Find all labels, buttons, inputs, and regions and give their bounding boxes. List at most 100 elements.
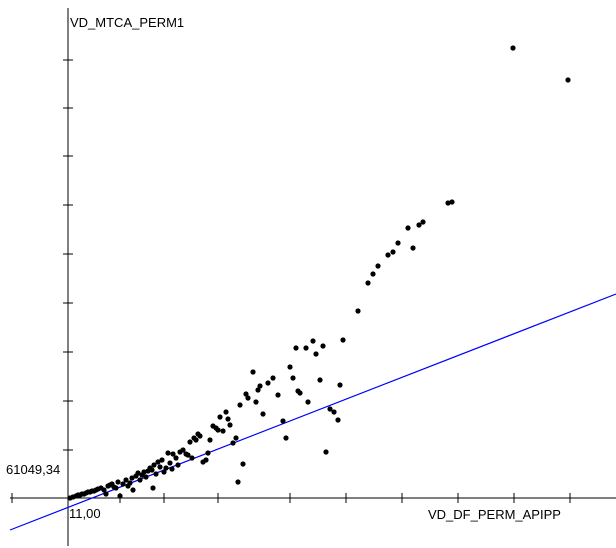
data-point [217, 414, 223, 420]
data-point [290, 375, 296, 381]
data-point [313, 351, 319, 357]
data-point [207, 437, 213, 443]
data-point [327, 406, 333, 412]
data-point [257, 383, 263, 389]
data-point [223, 409, 229, 415]
data-point [155, 459, 161, 465]
data-point [187, 439, 193, 445]
regression-line-group [9, 293, 616, 531]
data-point [335, 417, 341, 423]
data-point [153, 471, 159, 477]
data-point [420, 219, 426, 225]
data-point [115, 479, 121, 485]
data-point [233, 435, 239, 441]
data-point [305, 399, 311, 405]
axes [10, 8, 616, 546]
data-point [297, 390, 303, 396]
data-point [141, 469, 147, 475]
data-point [303, 345, 309, 351]
data-point [220, 428, 226, 434]
data-point [565, 77, 571, 83]
data-point [175, 462, 181, 468]
data-point [317, 377, 323, 383]
data-point [337, 382, 343, 388]
y-axis-label: VD_MTCA_PERM1 [70, 15, 185, 30]
data-point [120, 481, 126, 487]
x-origin-label: 11,00 [69, 506, 101, 521]
data-point [235, 479, 241, 485]
data-point [410, 245, 416, 251]
data-point [250, 369, 256, 375]
data-point [150, 485, 156, 491]
data-point [103, 491, 109, 497]
data-point [227, 422, 233, 428]
data-point [117, 493, 123, 499]
data-point [127, 480, 133, 486]
data-point [170, 451, 176, 457]
data-point [395, 240, 401, 246]
data-point [203, 457, 209, 463]
x-axis-label: VD_DF_PERM_APIPP [428, 507, 561, 522]
data-point [159, 457, 165, 463]
data-point [180, 447, 186, 453]
data-point [449, 199, 455, 205]
data-point [323, 449, 329, 455]
data-point [270, 375, 276, 381]
data-point [310, 338, 316, 344]
data-point [149, 467, 155, 473]
data-point [331, 409, 337, 415]
data-point [253, 399, 259, 405]
data-point [230, 440, 236, 446]
data-point [445, 200, 451, 206]
data-point [355, 308, 361, 314]
data-point [260, 411, 266, 417]
data-point [143, 474, 149, 480]
data-points [67, 45, 571, 501]
data-point [101, 487, 107, 493]
data-point [390, 249, 396, 255]
data-point [185, 452, 191, 458]
data-point [340, 337, 346, 343]
data-point [243, 391, 249, 397]
data-point [293, 345, 299, 351]
data-point [137, 477, 143, 483]
data-point [287, 364, 293, 370]
data-point [169, 466, 175, 472]
data-point [240, 461, 246, 467]
data-point [215, 427, 221, 433]
data-point [365, 280, 371, 286]
data-point [405, 225, 411, 231]
data-point [157, 464, 163, 470]
regression-line [9, 293, 616, 531]
data-point [275, 392, 281, 398]
data-point [173, 455, 179, 461]
data-point [161, 469, 167, 475]
data-point [283, 435, 289, 441]
data-point [130, 487, 136, 493]
data-point [135, 470, 141, 476]
data-point [197, 433, 203, 439]
data-point [255, 387, 261, 393]
data-point [370, 271, 376, 277]
data-point [151, 462, 157, 468]
data-point [385, 252, 391, 258]
data-point [265, 380, 271, 386]
data-point [416, 222, 422, 228]
data-point [189, 455, 195, 461]
data-point [510, 45, 516, 51]
data-point [113, 485, 119, 491]
data-point [167, 460, 173, 466]
y-origin-label: 61049,34 [6, 462, 61, 477]
data-point [237, 402, 243, 408]
data-point [375, 263, 381, 269]
data-point [123, 477, 129, 483]
data-point [320, 343, 326, 349]
data-point [165, 450, 171, 456]
data-point [225, 416, 231, 422]
data-point [245, 395, 251, 401]
data-point [205, 450, 211, 456]
data-point [193, 437, 199, 443]
data-point [280, 418, 286, 424]
data-point [163, 465, 169, 471]
